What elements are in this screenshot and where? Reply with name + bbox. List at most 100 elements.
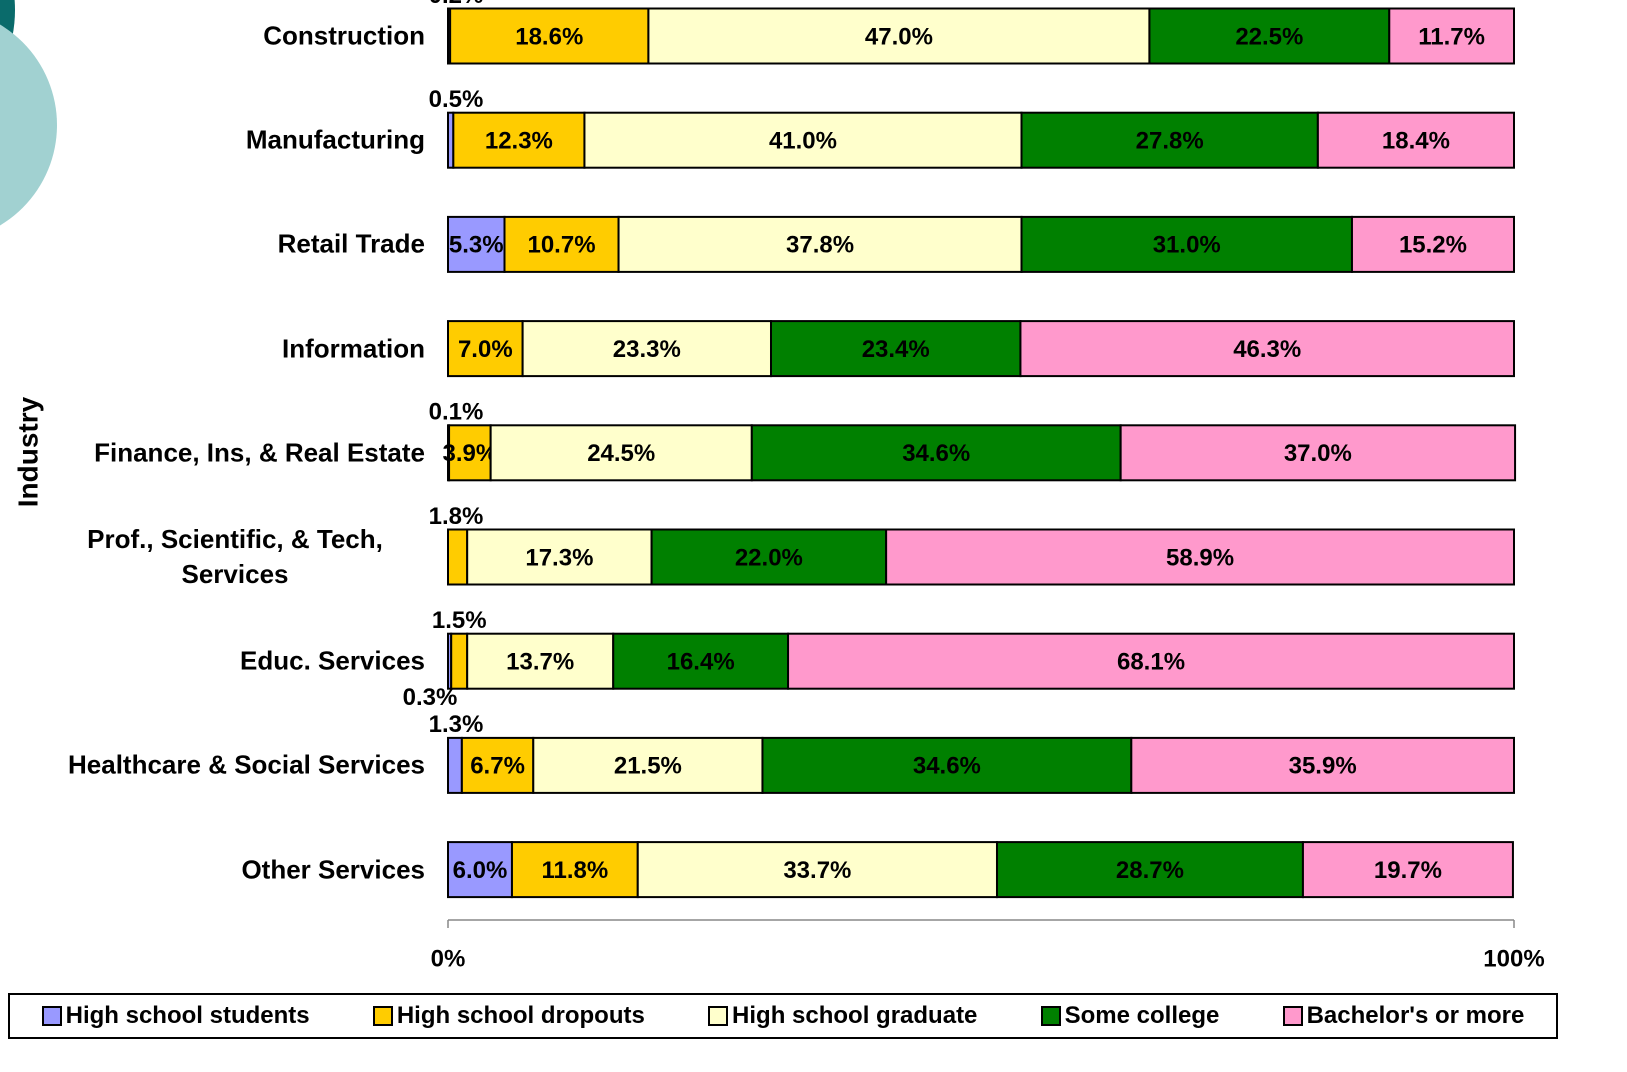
value-label: 27.8% <box>1136 128 1204 155</box>
y-axis-label: Industry <box>12 396 43 507</box>
category-text: Retail Trade <box>277 228 425 259</box>
value-label: 7.0% <box>458 336 513 363</box>
legend-label: High school graduate <box>732 1002 978 1029</box>
bar-segment <box>532 736 764 794</box>
value-label: 46.3% <box>1233 336 1301 363</box>
value-label: 6.7% <box>470 753 525 780</box>
legend-swatch <box>1282 1006 1303 1026</box>
bar-segment <box>449 7 650 65</box>
bar-segment <box>489 424 753 482</box>
value-label: 22.0% <box>735 544 803 571</box>
value-label: 34.6% <box>902 440 970 467</box>
bar-segment <box>787 632 1515 690</box>
value-label: 28.7% <box>1116 857 1184 884</box>
legend-label: Some college <box>1064 1002 1220 1029</box>
legend-item: Bachelor's or more <box>1282 1002 1525 1030</box>
bar-segment <box>447 215 506 273</box>
bar-segment <box>447 841 513 899</box>
value-label: 68.1% <box>1117 649 1185 676</box>
value-label: 35.9% <box>1289 753 1357 780</box>
bar-segment <box>447 320 524 378</box>
value-label: 34.6% <box>913 753 981 780</box>
category-label: Construction <box>25 19 425 54</box>
value-label: 0.2% <box>429 0 484 9</box>
bar-segment <box>612 632 790 690</box>
bar-segment <box>447 736 463 794</box>
bar-segment <box>1301 841 1514 899</box>
value-label: 24.5% <box>587 440 655 467</box>
category-label: Finance, Ins, & Real Estate <box>25 435 425 470</box>
value-label: 33.7% <box>783 857 851 884</box>
bar-segment <box>1130 736 1516 794</box>
bar-segment <box>885 528 1515 586</box>
bar-segment <box>460 736 535 794</box>
category-text: Prof., Scientific, & Tech, Services <box>87 524 383 589</box>
value-label: 0.5% <box>429 86 484 113</box>
value-label: 3.9% <box>443 440 498 467</box>
value-label: 5.3% <box>449 232 504 259</box>
value-label: 11.8% <box>541 857 608 884</box>
value-label: 0.3% <box>403 684 458 711</box>
value-label: 19.7% <box>1374 857 1442 884</box>
value-label: 16.4% <box>667 649 735 676</box>
value-label: 1.3% <box>429 711 484 738</box>
category-text: Healthcare & Social Services <box>68 749 425 780</box>
category-text: Manufacturing <box>245 124 425 155</box>
value-label: 6.0% <box>453 857 508 884</box>
bar-segment <box>1350 215 1516 273</box>
legend-swatch <box>41 1006 62 1026</box>
decor <box>0 24 57 226</box>
value-label: 12.3% <box>485 128 553 155</box>
value-label: 18.4% <box>1382 128 1450 155</box>
bar-segment <box>647 7 1151 65</box>
bar-segment <box>452 111 586 169</box>
value-label: 31.0% <box>1153 232 1221 259</box>
legend-item: High school dropouts <box>372 1002 645 1030</box>
legend-label: Bachelor's or more <box>1306 1002 1525 1029</box>
category-label: Prof., Scientific, & Tech, Services <box>25 522 425 592</box>
legend-item: High school graduate <box>708 1002 977 1030</box>
legend-swatch <box>708 1006 729 1026</box>
value-label: 58.9% <box>1166 544 1234 571</box>
x-tick-label: 0% <box>431 945 466 972</box>
category-label: Other Services <box>25 852 425 887</box>
category-text: Educ. Services <box>240 645 425 676</box>
value-label: 15.2% <box>1399 232 1467 259</box>
bar-segment <box>583 111 1023 169</box>
category-label: Retail Trade <box>25 227 425 262</box>
bar-segment <box>769 320 1022 378</box>
bar-segment <box>448 424 492 482</box>
bar-segment <box>1020 215 1353 273</box>
value-label: 18.6% <box>515 23 583 50</box>
category-label: Information <box>25 331 425 366</box>
value-label: 23.3% <box>613 336 681 363</box>
value-label: 1.8% <box>429 503 484 530</box>
bar-segment <box>750 424 1122 482</box>
value-label: 21.5% <box>614 753 682 780</box>
legend-label: High school students <box>65 1002 310 1029</box>
x-tick-label: 100% <box>1483 945 1544 972</box>
value-label: 1.5% <box>432 607 487 634</box>
bar-segment <box>521 320 772 378</box>
value-label: 41.0% <box>769 128 837 155</box>
category-text: Finance, Ins, & Real Estate <box>94 437 425 468</box>
bar-segment <box>617 215 1023 273</box>
value-label: 0.1% <box>429 399 484 426</box>
category-label: Manufacturing <box>25 123 425 158</box>
value-label: 17.3% <box>525 544 593 571</box>
category-text: Information <box>282 333 425 364</box>
bar-segment <box>995 841 1304 899</box>
bar-segment <box>1119 424 1517 482</box>
bar-segment <box>503 215 620 273</box>
bar-segment <box>447 528 469 586</box>
bar-segment <box>650 528 888 586</box>
legend-item: Some college <box>1040 1002 1220 1030</box>
legend-swatch <box>372 1006 393 1026</box>
category-text: Other Services <box>241 854 425 885</box>
category-label: Healthcare & Social Services <box>25 748 425 783</box>
value-label: 10.7% <box>527 232 595 259</box>
legend-swatch <box>1040 1006 1061 1026</box>
bar-segment <box>466 528 653 586</box>
